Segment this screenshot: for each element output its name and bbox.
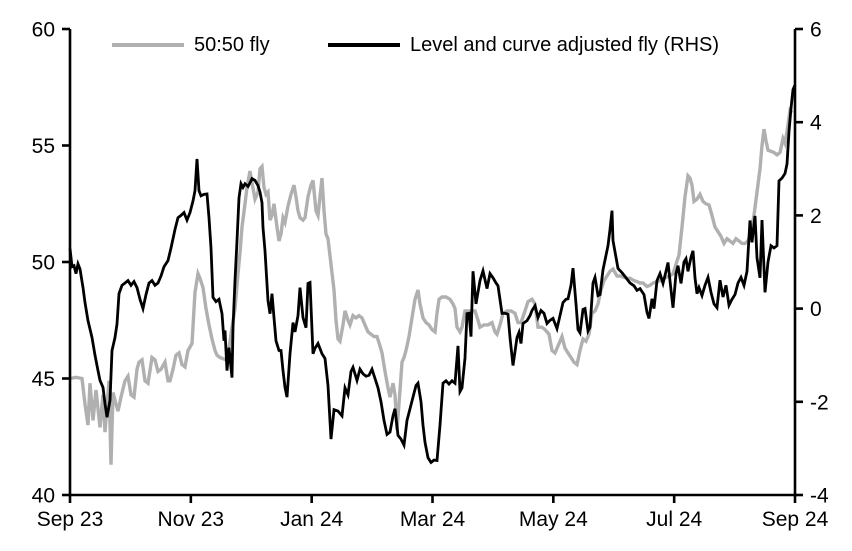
x-axis-tick-label: Mar 24 [400,508,466,531]
legend-label-level-curve-adjusted-fly: Level and curve adjusted fly (RHS) [410,34,720,56]
left-axis-tick-label: 60 [32,19,55,42]
legend-swatch-gray-line [112,43,184,47]
legend-item-5050-fly: 50:50 fly [112,34,270,56]
left-axis-tick-label: 55 [32,135,55,158]
legend-swatch-black-line [328,43,400,47]
x-axis-tick-label: Jan 24 [280,508,343,531]
right-axis-tick-label: 2 [810,205,822,228]
x-axis-tick-label: Sep 24 [762,508,829,531]
x-axis-tick-label: Sep 23 [37,508,104,531]
series-line-5050-fly [69,106,794,465]
right-axis-tick-label: 0 [810,298,822,321]
left-axis-tick-label: 50 [32,252,55,275]
right-axis-tick-label: 6 [810,19,822,42]
right-axis-tick-label: -4 [810,485,829,508]
x-axis-tick-label: Nov 23 [158,508,225,531]
right-axis-tick-label: -2 [810,391,829,414]
left-axis-tick-label: 45 [32,368,55,391]
legend-item-level-curve-adjusted-fly: Level and curve adjusted fly (RHS) [328,34,719,56]
series-line-level-curve-adjusted-fly [68,84,797,465]
x-axis-tick-label: Jul 24 [646,508,702,531]
right-axis-tick-label: 4 [810,112,822,135]
left-axis-tick-label: 40 [32,485,55,508]
x-axis-tick-label: May 24 [519,508,588,531]
legend-label-5050-fly: 50:50 fly [194,34,270,56]
